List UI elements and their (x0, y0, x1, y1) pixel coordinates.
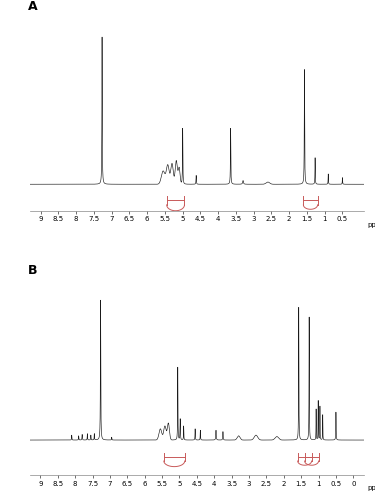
Text: ppm: ppm (367, 485, 375, 491)
Text: B: B (28, 264, 38, 278)
Text: ppm: ppm (367, 222, 375, 228)
Text: A: A (28, 0, 38, 13)
